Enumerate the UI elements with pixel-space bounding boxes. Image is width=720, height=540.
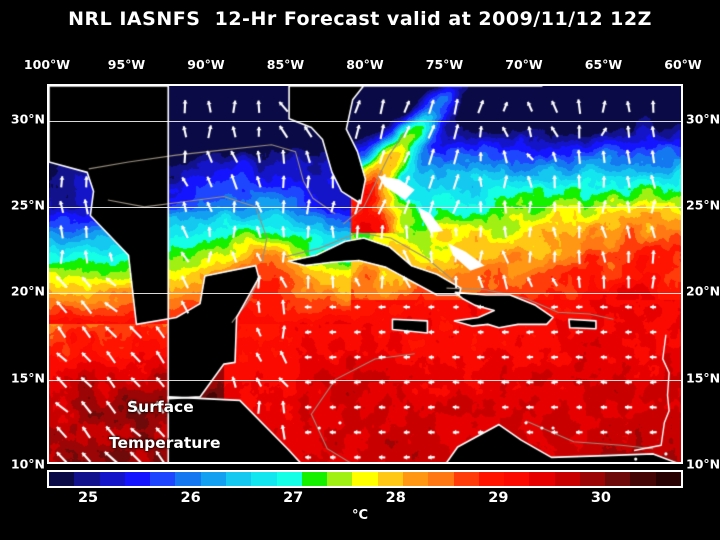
colorbar-swatch bbox=[251, 472, 277, 486]
colorbar-swatch bbox=[655, 472, 682, 486]
colorbar-swatch bbox=[504, 472, 530, 486]
map-canvas: Surface Temperature bbox=[49, 86, 681, 462]
lon-tick-label: 80°W bbox=[346, 57, 384, 72]
lat-tick-label: 10°N bbox=[10, 456, 45, 472]
lat-tick-label: 25°N bbox=[10, 197, 45, 213]
colorbar-tick-label: 30 bbox=[590, 490, 612, 506]
colorbar-swatch bbox=[200, 472, 226, 486]
colorbar-tick-label: 25 bbox=[77, 490, 99, 506]
colorbar-swatch bbox=[630, 472, 656, 486]
gridline-parallel bbox=[49, 379, 681, 381]
colorbar-swatch bbox=[225, 472, 252, 486]
colorbar-swatch bbox=[276, 472, 302, 486]
lon-tick-label: 60°W bbox=[664, 57, 702, 72]
colorbar-unit-label: °C bbox=[351, 508, 369, 523]
colorbar-swatch bbox=[49, 472, 75, 486]
colorbar-tick-label: 26 bbox=[180, 490, 201, 506]
lon-tick-label: 75°W bbox=[425, 57, 464, 72]
figure-title: NRL IASNFS 12-Hr Forecast valid at 2009/… bbox=[68, 8, 652, 30]
lat-tick-label: 15°N bbox=[10, 370, 45, 386]
colorbar-tick-label: 27 bbox=[283, 490, 304, 506]
lat-tick-label: 15°N bbox=[686, 370, 720, 386]
colorbar-swatch bbox=[74, 472, 100, 486]
colorbar-swatch bbox=[579, 472, 606, 486]
colorbar-swatch bbox=[377, 472, 403, 486]
lon-tick-label: 85°W bbox=[266, 57, 305, 72]
colorbar-swatch bbox=[150, 472, 176, 486]
lat-tick-label: 25°N bbox=[686, 197, 720, 213]
lon-tick-label: 100°W bbox=[23, 57, 71, 72]
lon-tick-label: 90°W bbox=[187, 57, 225, 72]
colorbar-swatch bbox=[327, 472, 353, 486]
lat-tick-label: 20°N bbox=[10, 283, 45, 299]
colorbar-swatch bbox=[605, 472, 631, 486]
gridline-parallel bbox=[49, 120, 681, 122]
colorbar-swatch bbox=[352, 472, 378, 486]
colorbar-swatch bbox=[99, 472, 125, 486]
colorbar-swatch bbox=[301, 472, 328, 486]
gridline-parallel bbox=[49, 206, 681, 208]
colorbar-swatch bbox=[175, 472, 201, 486]
colorbar-swatch bbox=[428, 472, 454, 486]
colorbar-swatch bbox=[529, 472, 555, 486]
coastline-and-current-overlay bbox=[49, 86, 681, 462]
colorbar bbox=[47, 470, 683, 488]
lat-tick-label: 30°N bbox=[10, 111, 45, 127]
lon-tick-label: 65°W bbox=[584, 57, 623, 72]
colorbar-swatch bbox=[554, 472, 580, 486]
lat-tick-label: 20°N bbox=[686, 283, 720, 299]
lon-tick-label: 95°W bbox=[107, 57, 146, 72]
annotation-surface: Surface bbox=[127, 398, 194, 416]
lat-tick-label: 10°N bbox=[686, 456, 720, 472]
lon-tick-label: 70°W bbox=[505, 57, 543, 72]
map-plot-area: Surface Temperature bbox=[47, 84, 683, 464]
colorbar-swatch bbox=[124, 472, 151, 486]
colorbar-swatch bbox=[402, 472, 429, 486]
gridline-parallel bbox=[49, 293, 681, 295]
annotation-temperature: Temperature bbox=[109, 434, 221, 452]
lat-tick-label: 30°N bbox=[686, 111, 720, 127]
colorbar-tick-label: 28 bbox=[385, 490, 406, 506]
colorbar-swatch bbox=[453, 472, 479, 486]
colorbar-swatch bbox=[478, 472, 505, 486]
colorbar-tick-label: 29 bbox=[488, 490, 509, 506]
